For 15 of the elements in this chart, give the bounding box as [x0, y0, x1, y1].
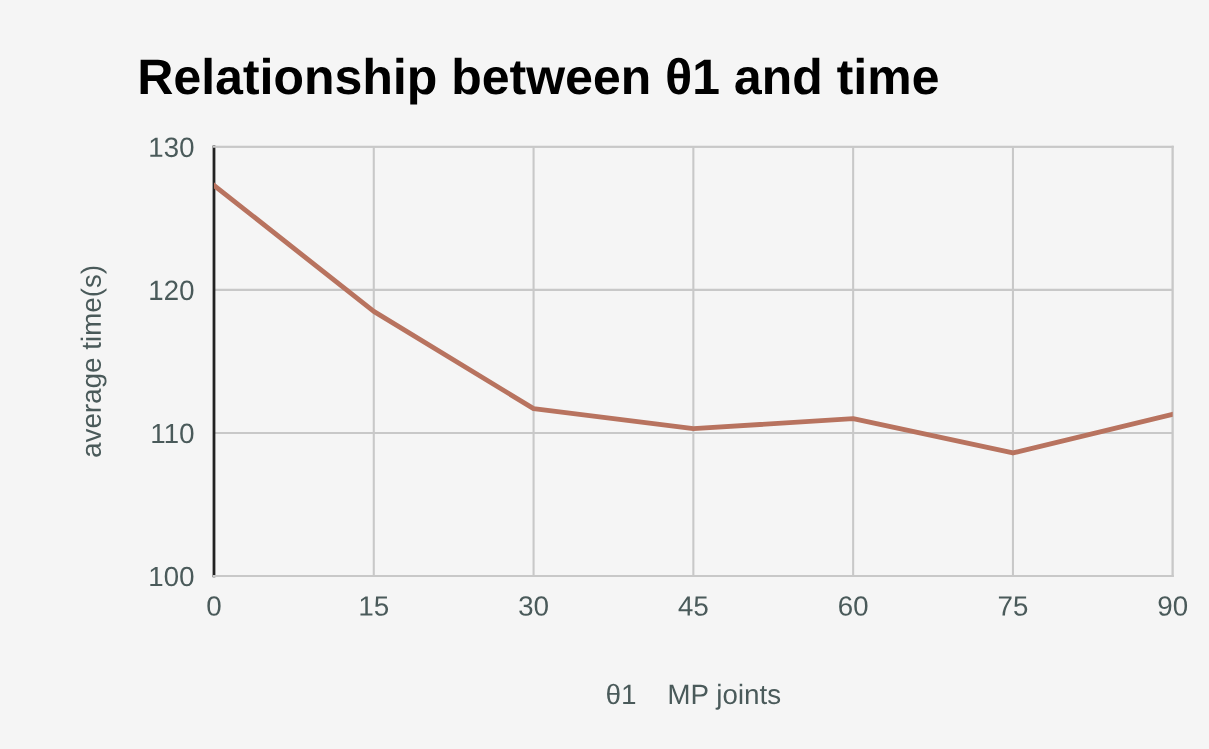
y-tick-label: 110	[152, 423, 194, 444]
y-tick-label: 130	[150, 137, 194, 158]
chart-title: Relationship between θ1 and time	[140, 57, 938, 105]
x-tick-label: 45	[678, 596, 708, 616]
line-series	[213, 183, 1173, 456]
x-tick-label: 30	[519, 596, 548, 616]
x-tick-label: 75	[998, 596, 1028, 616]
x-axis-title: θ1 MP joints	[607, 683, 781, 710]
x-tick-label: 60	[839, 596, 868, 616]
x-tick-label: 90	[1158, 596, 1188, 616]
y-axis-title: average time(s)	[80, 266, 107, 457]
x-tick-label: 0	[207, 596, 221, 616]
y-tick-label: 100	[150, 566, 194, 587]
y-tick-label: 120	[150, 280, 194, 301]
x-tick-label: 15	[360, 596, 389, 616]
